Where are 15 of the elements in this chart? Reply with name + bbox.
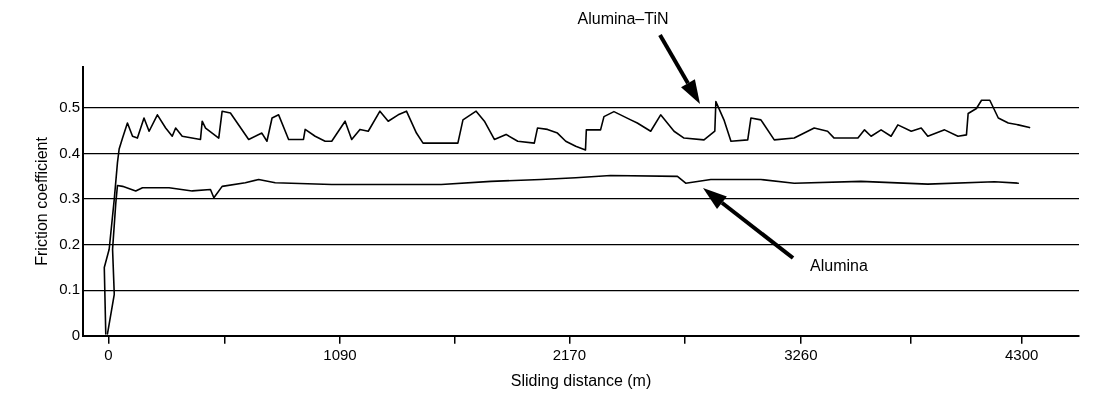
y-tick-label: 0.4	[59, 143, 81, 161]
x-axis-title: Sliding distance (m)	[510, 371, 652, 389]
text: Alumina–TiN	[577, 10, 669, 28]
y-tick-label: 0.1	[59, 280, 81, 298]
y-tick-label: 0	[71, 325, 81, 343]
annotation: Alumina	[810, 257, 868, 275]
y-tick-label: 0.2	[59, 234, 81, 252]
x-tick-label: 4300	[1004, 345, 1039, 363]
y-tick-label: 0.5	[59, 98, 81, 116]
y-axis-title: Friction coefficient	[33, 136, 51, 266]
y-tick-label: 0.3	[59, 189, 81, 207]
x-tick-label: 2170	[552, 345, 587, 363]
x-tick-label: 3260	[784, 345, 818, 363]
x-tick-label: 0	[104, 345, 113, 363]
x-tick-label: 1090	[323, 345, 357, 363]
